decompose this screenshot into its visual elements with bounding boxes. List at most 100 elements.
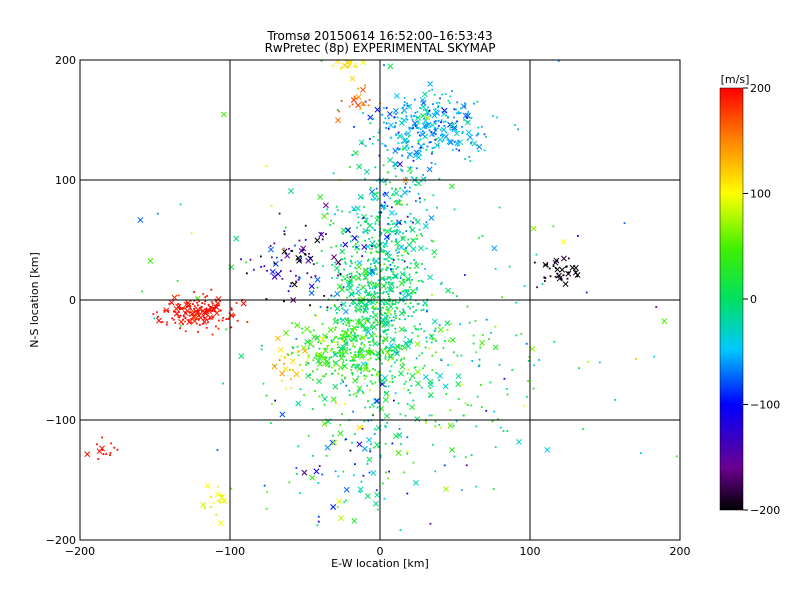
data-point [200, 309, 203, 311]
data-point [387, 266, 389, 269]
data-point [446, 329, 449, 331]
data-point [332, 361, 335, 363]
data-point [407, 389, 410, 391]
data-point [418, 228, 421, 231]
data-point [489, 381, 492, 384]
data-point [407, 156, 409, 159]
data-point [385, 312, 388, 315]
data-point [266, 491, 269, 493]
data-point [369, 448, 371, 451]
data-point [403, 267, 406, 270]
data-point [334, 470, 337, 473]
data-point [412, 127, 415, 129]
data-point [356, 226, 359, 229]
data-point [372, 322, 375, 324]
data-point [395, 306, 398, 309]
data-point [308, 252, 311, 255]
data-point [365, 289, 368, 292]
data-point [449, 128, 452, 131]
data-point [409, 392, 412, 394]
data-point [434, 138, 437, 141]
data-point [351, 103, 354, 106]
data-point [432, 134, 434, 137]
data-point-x [338, 355, 345, 362]
data-point [353, 332, 356, 335]
data-point [406, 215, 409, 218]
data-point [168, 302, 171, 305]
data-point [410, 340, 413, 342]
data-point [153, 317, 156, 320]
data-point [440, 281, 443, 284]
data-point-x [386, 309, 393, 316]
data-point [361, 425, 364, 428]
data-point-x [388, 286, 395, 293]
data-point-x [399, 271, 406, 278]
data-point [351, 441, 353, 444]
data-point [415, 116, 418, 119]
data-point [221, 494, 223, 497]
data-point [395, 238, 397, 241]
data-point-x [283, 329, 290, 336]
data-point [377, 446, 380, 449]
data-point [181, 308, 183, 310]
data-point [566, 277, 569, 280]
data-point [283, 230, 286, 233]
data-point-x [398, 120, 405, 127]
data-point [369, 315, 372, 318]
data-point [425, 336, 428, 339]
data-point [417, 131, 419, 134]
data-point [502, 430, 505, 432]
data-point-x [202, 315, 209, 322]
data-point [331, 64, 334, 67]
data-point [409, 307, 412, 310]
data-point [388, 303, 391, 306]
data-point [270, 422, 272, 424]
data-point [462, 414, 465, 417]
data-point [375, 489, 378, 492]
data-point [406, 436, 409, 439]
data-point-x [213, 304, 220, 311]
data-point-x [319, 336, 326, 343]
data-point [361, 341, 363, 344]
data-point [299, 388, 302, 391]
data-point [436, 206, 438, 209]
data-point [380, 204, 383, 207]
data-point [403, 328, 406, 331]
data-point [340, 100, 343, 102]
data-point [421, 281, 424, 283]
data-point-x [455, 373, 462, 380]
data-point [372, 305, 374, 308]
data-point [348, 389, 351, 392]
data-point [386, 329, 389, 331]
data-point [406, 452, 409, 455]
data-point-x [383, 413, 390, 420]
data-point [383, 207, 385, 210]
data-point [361, 390, 364, 393]
data-point [653, 355, 656, 358]
data-point [357, 87, 360, 90]
data-point [333, 304, 336, 307]
data-point [341, 351, 344, 354]
data-point [381, 268, 384, 271]
data-point [369, 138, 371, 140]
data-point [292, 369, 294, 372]
data-point [383, 285, 386, 287]
data-point [429, 522, 432, 525]
data-point [372, 405, 375, 408]
data-point [444, 120, 447, 123]
data-point [543, 276, 546, 279]
data-point [193, 299, 195, 302]
data-point [463, 119, 466, 121]
data-point-x [336, 283, 343, 290]
data-point [341, 210, 344, 213]
data-point [375, 301, 378, 304]
data-point [361, 315, 364, 318]
data-point [354, 62, 357, 65]
data-point [468, 155, 471, 158]
data-point [384, 329, 387, 332]
data-point-x [332, 318, 339, 325]
data-point [414, 111, 417, 114]
data-point-x [337, 515, 344, 522]
data-point [215, 325, 217, 328]
data-point [296, 351, 299, 354]
